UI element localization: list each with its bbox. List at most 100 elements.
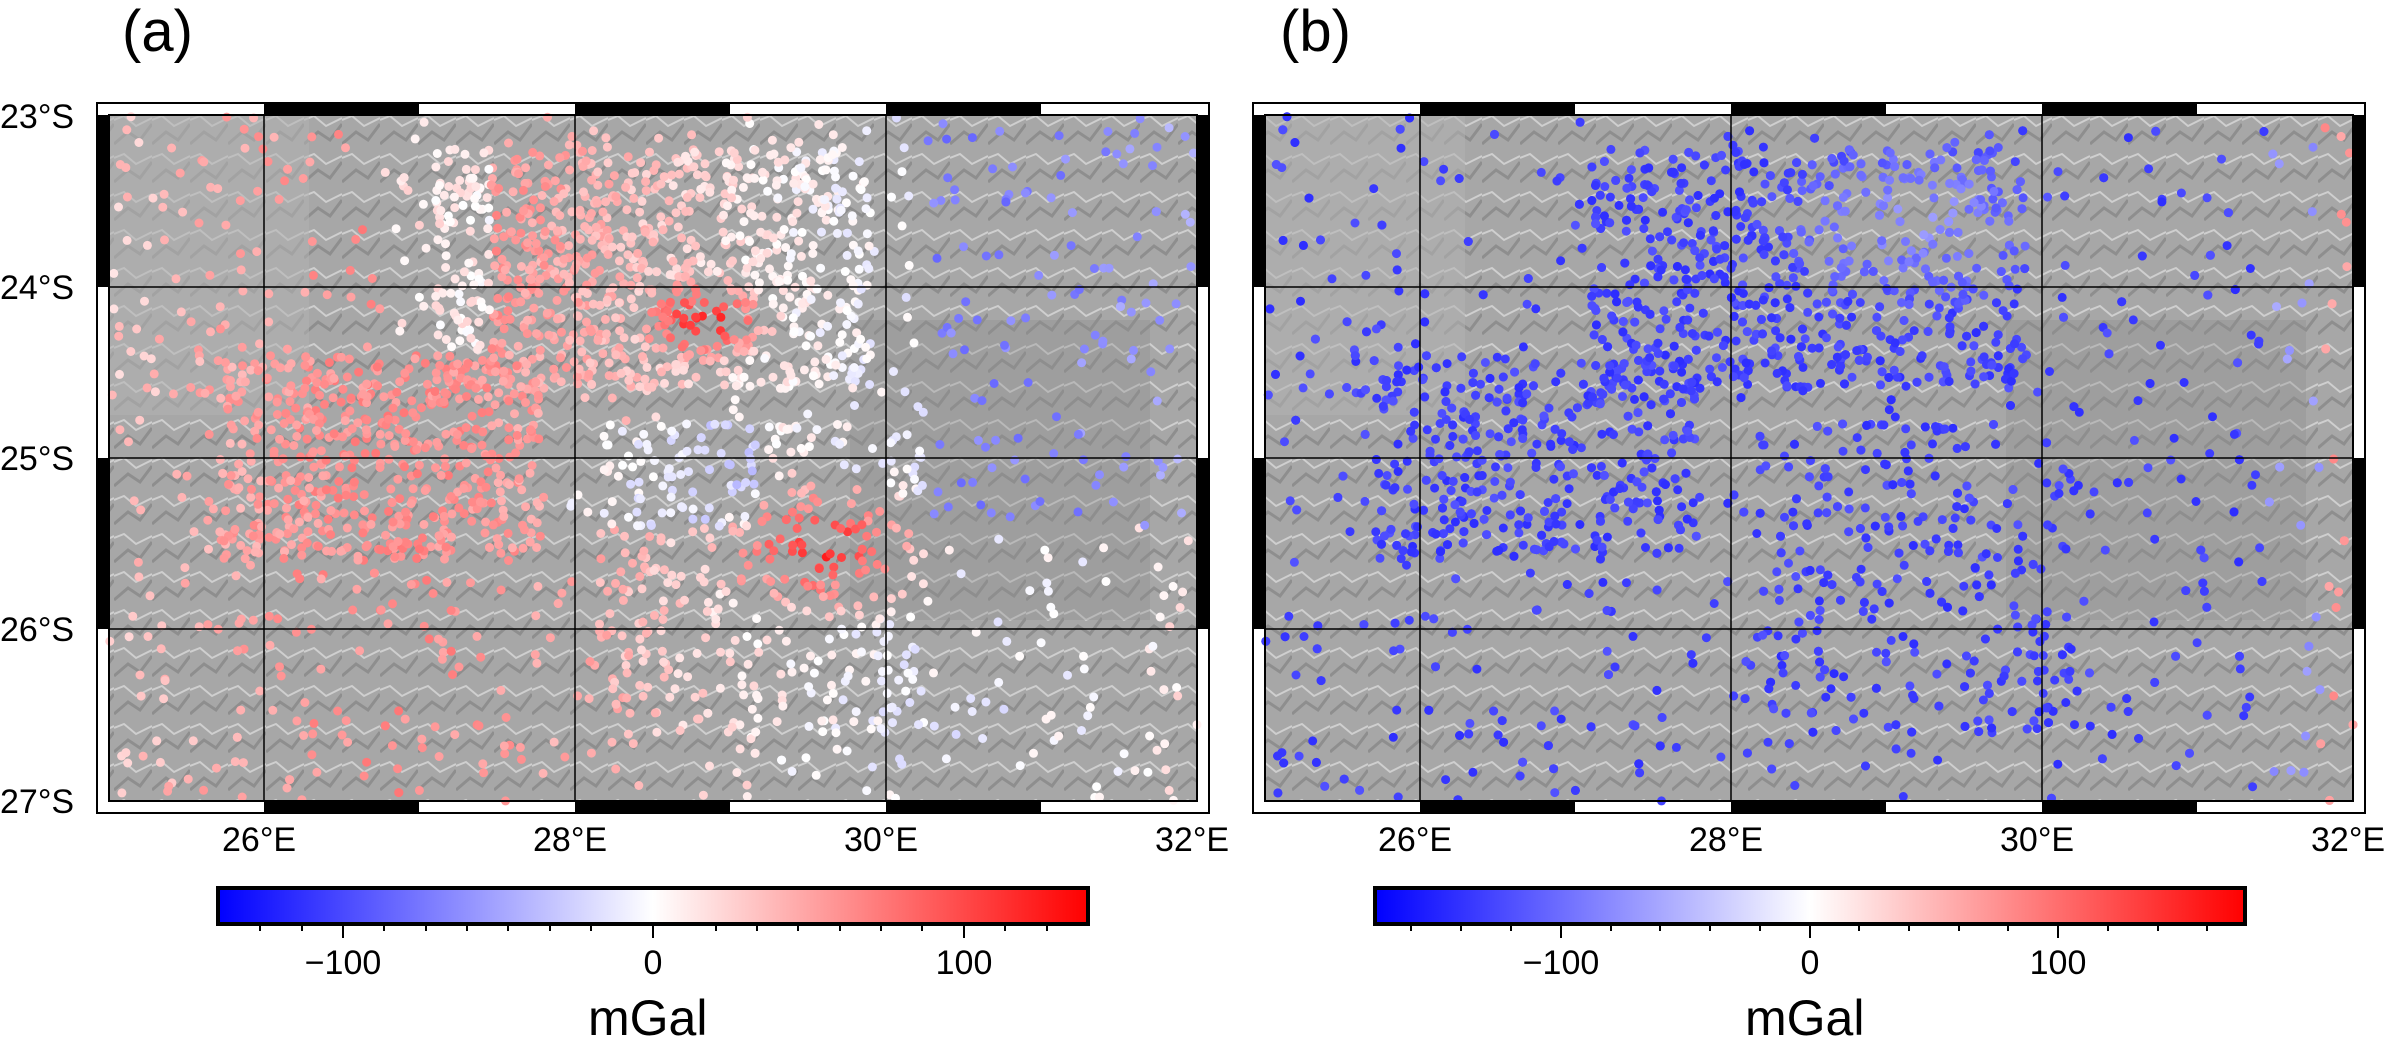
survey-point bbox=[1776, 531, 1785, 541]
survey-point bbox=[1436, 547, 1445, 557]
survey-point bbox=[1296, 296, 1305, 306]
survey-point bbox=[1785, 193, 1795, 203]
survey-point bbox=[1642, 180, 1652, 190]
survey-point bbox=[434, 752, 444, 761]
survey-point bbox=[593, 180, 603, 190]
survey-point bbox=[1393, 342, 1403, 352]
survey-point bbox=[159, 694, 169, 704]
survey-point bbox=[1921, 264, 1930, 274]
survey-point bbox=[504, 138, 513, 148]
survey-point bbox=[1691, 345, 1701, 355]
survey-point bbox=[1409, 499, 1419, 509]
survey-point bbox=[2072, 686, 2082, 696]
survey-point bbox=[607, 497, 617, 507]
survey-point bbox=[1273, 751, 1283, 761]
survey-point bbox=[1596, 461, 1606, 471]
survey-point bbox=[937, 328, 947, 338]
survey-point bbox=[1854, 355, 1864, 365]
survey-point bbox=[950, 185, 960, 195]
survey-point bbox=[2042, 478, 2052, 488]
survey-point bbox=[1855, 577, 1865, 587]
survey-point bbox=[742, 780, 752, 790]
survey-point bbox=[2038, 651, 2048, 660]
survey-point bbox=[1623, 411, 1633, 421]
survey-point bbox=[1760, 358, 1770, 368]
survey-point bbox=[1404, 615, 1414, 625]
survey-point bbox=[1928, 239, 1938, 249]
survey-point bbox=[2020, 241, 2030, 251]
survey-point bbox=[787, 468, 797, 478]
survey-point bbox=[1960, 682, 1970, 692]
survey-point bbox=[1595, 190, 1605, 200]
survey-point bbox=[134, 572, 144, 582]
survey-point bbox=[1958, 606, 1968, 616]
survey-point bbox=[1482, 506, 1492, 515]
survey-point bbox=[417, 743, 427, 753]
survey-point bbox=[1944, 376, 1954, 386]
survey-point bbox=[2102, 328, 2112, 338]
survey-point bbox=[432, 149, 442, 158]
survey-point bbox=[1806, 708, 1816, 718]
survey-point bbox=[1517, 425, 1527, 435]
survey-point bbox=[204, 544, 213, 554]
survey-point bbox=[1855, 298, 1865, 307]
survey-point bbox=[1355, 785, 1365, 795]
survey-point bbox=[1591, 361, 1601, 370]
survey-point bbox=[1833, 502, 1842, 512]
survey-point bbox=[1953, 488, 1962, 498]
survey-point bbox=[1607, 384, 1617, 394]
survey-point bbox=[1653, 496, 1662, 506]
survey-point bbox=[1683, 354, 1693, 364]
survey-point bbox=[1440, 387, 1450, 397]
survey-point bbox=[1514, 383, 1524, 393]
survey-point bbox=[461, 423, 471, 433]
survey-point bbox=[1761, 461, 1771, 471]
survey-point bbox=[1677, 163, 1687, 173]
survey-point bbox=[1652, 548, 1662, 558]
survey-point bbox=[1634, 759, 1644, 769]
survey-point bbox=[1518, 757, 1528, 767]
survey-point bbox=[1900, 447, 1910, 457]
survey-point bbox=[803, 409, 813, 419]
survey-point bbox=[836, 606, 846, 616]
survey-point bbox=[1420, 317, 1430, 327]
survey-point bbox=[1396, 554, 1406, 564]
survey-point bbox=[1962, 481, 1972, 491]
survey-point bbox=[1772, 368, 1782, 378]
survey-point bbox=[1422, 425, 1432, 435]
survey-point bbox=[1840, 206, 1850, 216]
survey-point bbox=[1342, 383, 1352, 392]
survey-point bbox=[390, 415, 400, 425]
survey-point bbox=[598, 349, 608, 359]
survey-point bbox=[1804, 237, 1814, 247]
survey-point bbox=[1781, 708, 1791, 718]
survey-point bbox=[1525, 568, 1535, 578]
survey-point bbox=[1984, 570, 1994, 580]
survey-point bbox=[686, 277, 696, 287]
survey-point bbox=[1935, 225, 1945, 234]
survey-point bbox=[739, 690, 749, 700]
survey-point bbox=[1618, 327, 1628, 337]
survey-point bbox=[1712, 244, 1722, 254]
survey-point bbox=[2190, 270, 2200, 280]
survey-point bbox=[2085, 668, 2094, 678]
survey-point bbox=[2079, 596, 2089, 606]
survey-point bbox=[1316, 235, 1325, 245]
survey-point bbox=[264, 532, 274, 542]
survey-point bbox=[206, 182, 216, 192]
survey-point bbox=[1998, 306, 2008, 316]
survey-point bbox=[1311, 757, 1321, 767]
survey-point bbox=[590, 268, 600, 278]
survey-point bbox=[1782, 381, 1792, 391]
survey-point bbox=[1465, 414, 1475, 424]
survey-point bbox=[1280, 437, 1289, 447]
survey-point bbox=[1993, 330, 2003, 340]
survey-point bbox=[1550, 424, 1560, 434]
survey-point bbox=[1992, 298, 2001, 308]
survey-point bbox=[1515, 490, 1525, 500]
survey-point bbox=[902, 430, 912, 440]
survey-point bbox=[1757, 197, 1767, 207]
survey-point bbox=[1796, 342, 1806, 352]
survey-point bbox=[1969, 341, 1979, 351]
survey-point bbox=[1780, 512, 1789, 522]
